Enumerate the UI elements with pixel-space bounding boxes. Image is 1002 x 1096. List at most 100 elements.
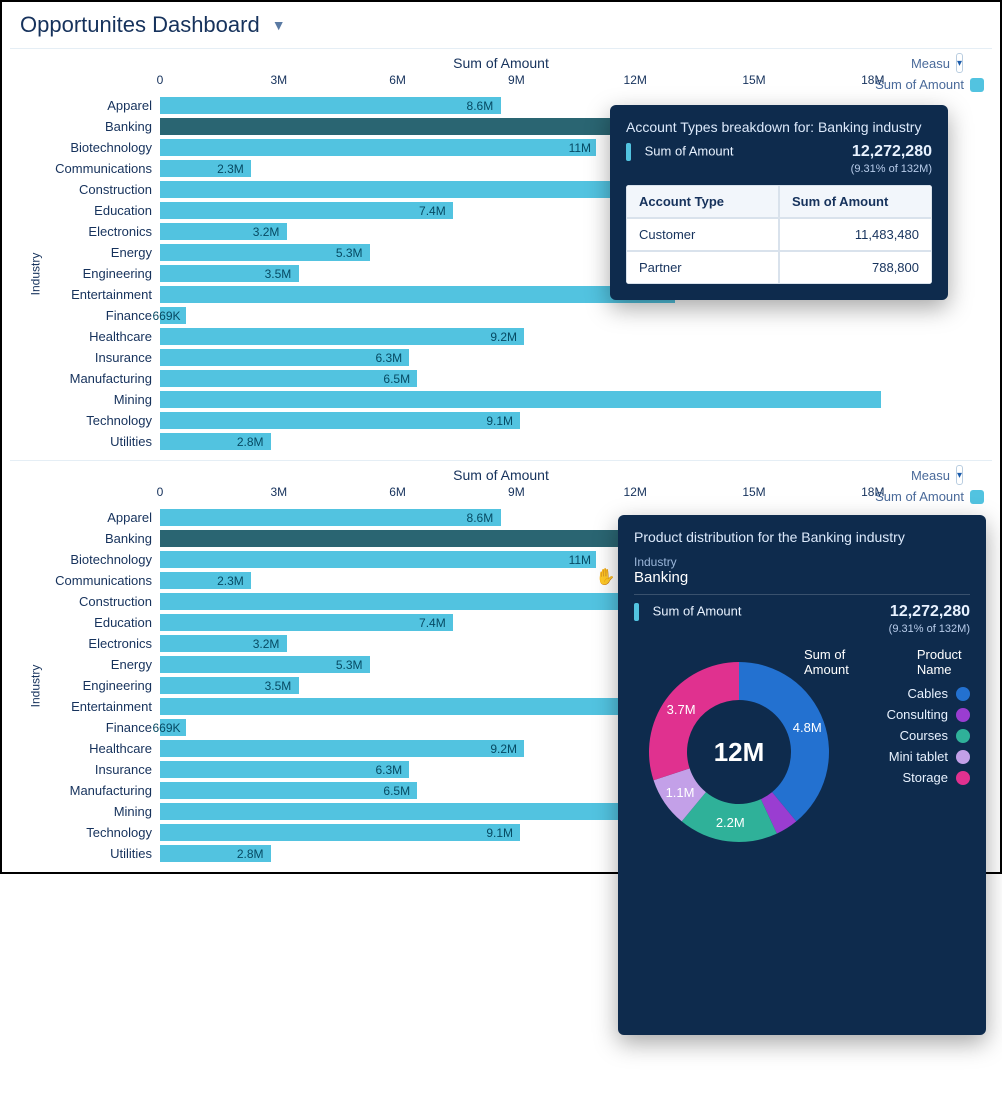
- bar-category-label: Utilities: [10, 434, 160, 449]
- tooltip-subtext: (9.31% of 132M): [634, 623, 970, 635]
- bar[interactable]: [160, 286, 675, 303]
- bar-category-label: Construction: [10, 182, 160, 197]
- bar-category-label: Technology: [10, 413, 160, 428]
- bar[interactable]: [160, 118, 646, 135]
- bar-category-label: Banking: [10, 531, 160, 546]
- table-cell: 11,483,480: [779, 218, 932, 251]
- bar[interactable]: [160, 412, 520, 429]
- bar[interactable]: [160, 530, 646, 547]
- tooltip-industry-value: Banking: [634, 569, 970, 586]
- bar-value-label: 2.3M: [211, 572, 250, 589]
- bar-category-label: Biotechnology: [10, 552, 160, 567]
- bar[interactable]: [160, 391, 881, 408]
- dashboard-dropdown-icon[interactable]: ▼: [272, 17, 286, 33]
- bar-value-label: 9.2M: [484, 328, 523, 345]
- bar-value-label: 6.3M: [369, 349, 408, 366]
- bar[interactable]: [160, 824, 520, 841]
- measure-dropdown-icon[interactable]: ▾: [956, 53, 963, 73]
- bar-category-label: Finance: [10, 720, 160, 735]
- bar-value-label: 7.4M: [413, 614, 452, 631]
- tooltip-title: Account Types breakdown for: Banking ind…: [626, 119, 932, 135]
- x-axis-tick: 18M: [861, 73, 884, 87]
- legend-swatch: [970, 78, 984, 92]
- chart-title: Sum of Amount: [10, 461, 992, 485]
- bar-category-label: Electronics: [10, 224, 160, 239]
- bar-category-label: Electronics: [10, 636, 160, 651]
- donut-title-right: Product Name: [917, 647, 970, 677]
- bar-row[interactable]: Mining: [10, 389, 992, 410]
- bar[interactable]: [160, 551, 596, 568]
- bar-value-label: 3.2M: [247, 223, 286, 240]
- tooltip-product-distribution: Product distribution for the Banking ind…: [618, 515, 986, 1035]
- x-axis-tick: 15M: [742, 73, 765, 87]
- bar-category-label: Construction: [10, 594, 160, 609]
- table-header: Sum of Amount: [779, 185, 932, 218]
- bar-value-label: 3.2M: [247, 635, 286, 652]
- bar[interactable]: [160, 139, 596, 156]
- industry-chart-panel-1: Measu ▾ Sum of Amount Sum of Amount03M6M…: [10, 48, 992, 452]
- x-axis-tick: 15M: [742, 485, 765, 499]
- bar-value-label: 3.5M: [259, 265, 298, 282]
- bar[interactable]: [160, 328, 524, 345]
- measure-label-cut: Measu: [911, 56, 950, 71]
- bar-category-label: Mining: [10, 804, 160, 819]
- bar-value-label: 6.5M: [377, 370, 416, 387]
- bar[interactable]: [160, 740, 524, 757]
- tooltip-sum-value: 12,272,280: [890, 603, 970, 621]
- bar-value-label: 2.8M: [231, 433, 270, 450]
- bar-value-label: 11M: [563, 139, 597, 156]
- bar[interactable]: [160, 97, 501, 114]
- bar-category-label: Communications: [10, 573, 160, 588]
- measure-label-cut: Measu: [911, 468, 950, 483]
- x-axis-tick: 0: [157, 73, 164, 87]
- x-axis-tick: 3M: [270, 73, 287, 87]
- bar-category-label: Education: [10, 615, 160, 630]
- bar-category-label: Healthcare: [10, 329, 160, 344]
- bar-value-label: 5.3M: [330, 244, 369, 261]
- bar-value-label: 11M: [563, 551, 597, 568]
- bar-row[interactable]: Healthcare 9.2M: [10, 326, 992, 347]
- bar-value-label: 669K: [147, 719, 187, 736]
- table-cell: Partner: [626, 251, 779, 284]
- bar-value-label: 8.6M: [461, 509, 500, 526]
- tooltip-sum-label: Sum of Amount: [645, 143, 734, 158]
- donut-legend-item: Mini tablet: [860, 746, 970, 767]
- bar-row[interactable]: Utilities 2.8M: [10, 431, 992, 452]
- x-axis-tick: 0: [157, 485, 164, 499]
- bar-category-label: Education: [10, 203, 160, 218]
- donut-slice-label: 4.8M: [793, 720, 822, 735]
- x-axis-tick: 18M: [861, 485, 884, 499]
- bar-row[interactable]: Finance669K: [10, 305, 992, 326]
- bar-row[interactable]: Manufacturing6.5M: [10, 368, 992, 389]
- tooltip-industry-label: Industry: [634, 555, 970, 569]
- bar-category-label: Biotechnology: [10, 140, 160, 155]
- bar-value-label: 6.5M: [377, 782, 416, 799]
- bar-value-label: 3.5M: [259, 677, 298, 694]
- bar-category-label: Utilities: [10, 846, 160, 861]
- bar-category-label: Healthcare: [10, 741, 160, 756]
- bar[interactable]: [160, 614, 453, 631]
- chart-title: Sum of Amount: [10, 49, 992, 73]
- donut-legend-item: Storage: [860, 767, 970, 788]
- bar-category-label: Insurance: [10, 762, 160, 777]
- tooltip-title: Product distribution for the Banking ind…: [634, 529, 970, 545]
- bar-row[interactable]: Technology 9.1M: [10, 410, 992, 431]
- bar[interactable]: [160, 698, 675, 715]
- x-axis-tick: 9M: [508, 73, 525, 87]
- legend-swatch: [956, 771, 970, 785]
- donut-slice-label: 3.7M: [667, 702, 696, 717]
- table-cell: 788,800: [779, 251, 932, 284]
- legend-swatch: [956, 729, 970, 743]
- bar-value-label: 2.3M: [211, 160, 250, 177]
- bar-category-label: Insurance: [10, 350, 160, 365]
- bar-row[interactable]: Insurance 6.3M: [10, 347, 992, 368]
- bar[interactable]: [160, 202, 453, 219]
- bar-value-label: 9.1M: [480, 412, 519, 429]
- donut-legend-item: Cables: [860, 683, 970, 704]
- x-axis-tick: 3M: [270, 485, 287, 499]
- measure-dropdown-icon[interactable]: ▾: [956, 465, 963, 485]
- bar-category-label: Technology: [10, 825, 160, 840]
- bar-value-label: 9.1M: [480, 824, 519, 841]
- bar[interactable]: [160, 509, 501, 526]
- tooltip-account-types: Account Types breakdown for: Banking ind…: [610, 105, 948, 300]
